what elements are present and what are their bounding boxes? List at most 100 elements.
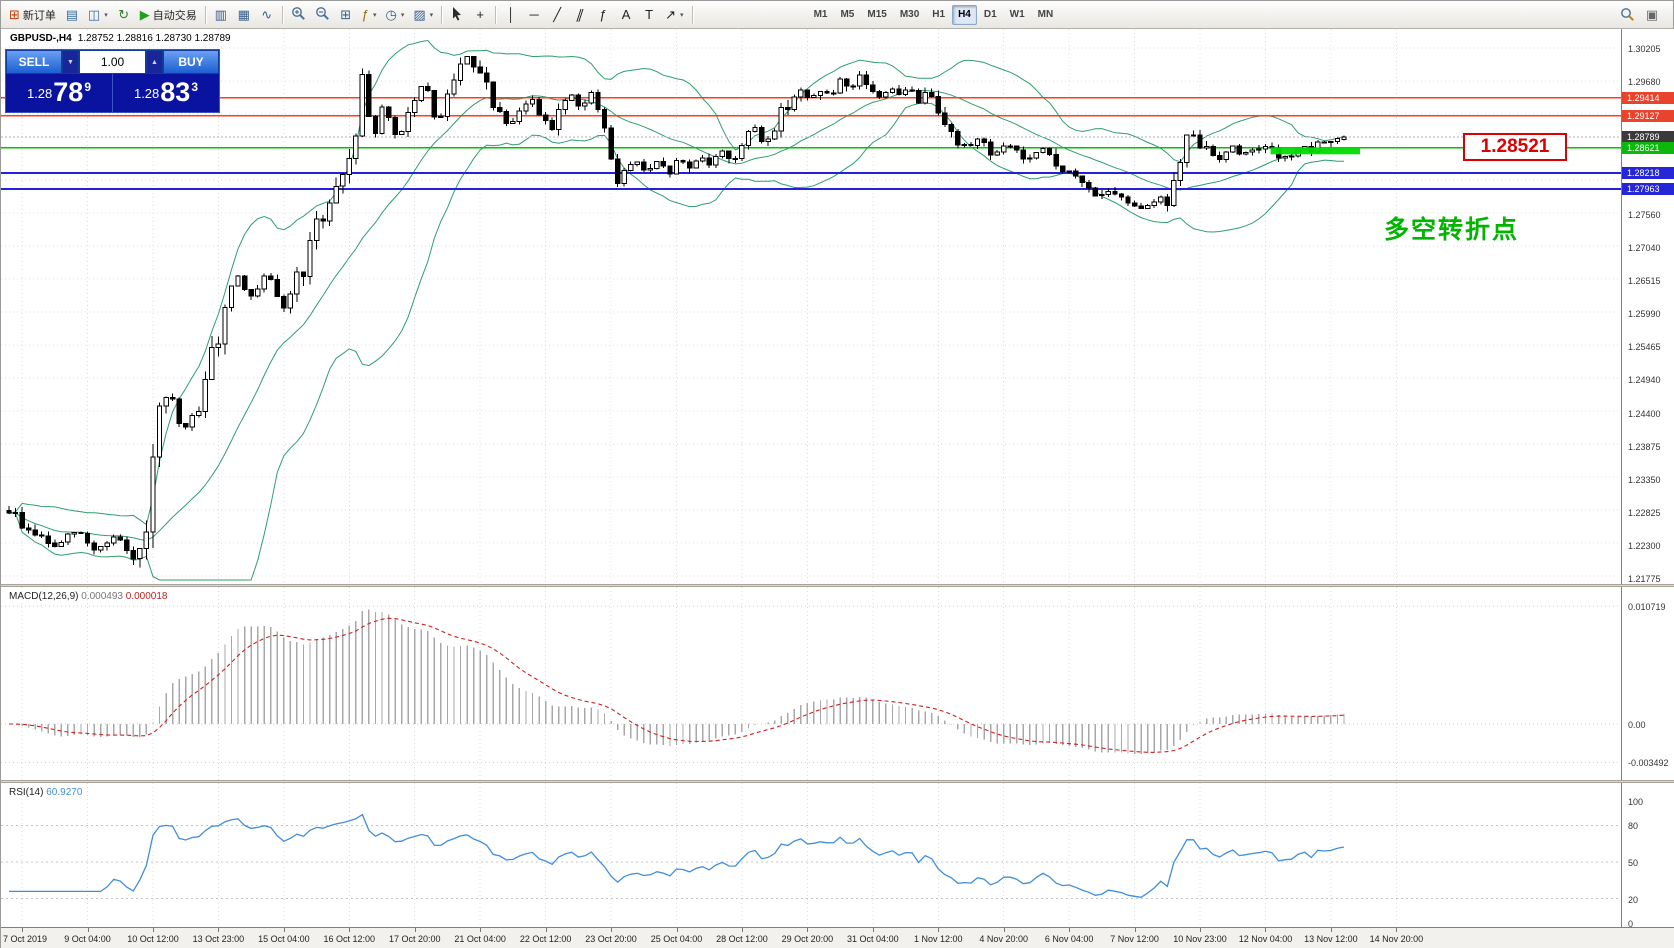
time-tick-mark <box>611 928 613 932</box>
chart-line-button[interactable]: ∿ <box>256 4 278 26</box>
macd-canvas[interactable] <box>1 587 1621 780</box>
panel-splitter-rsi[interactable] <box>1 780 1674 783</box>
chart-candles-icon: ▦ <box>237 7 250 22</box>
buy-price-frac: 3 <box>191 80 199 94</box>
time-tick-mark <box>480 928 482 932</box>
price-tick: 1.27040 <box>1628 242 1661 253</box>
search-button[interactable] <box>1616 4 1639 26</box>
vertical-line-button[interactable]: │ <box>500 4 522 26</box>
price-level-badge: 1.28621 <box>1622 141 1674 154</box>
volume-input[interactable]: 1.00 <box>79 50 146 74</box>
price-tick: 1.23875 <box>1628 441 1661 452</box>
time-tick-mark <box>1200 928 1202 932</box>
indicators-button[interactable]: ƒ ▾ <box>358 4 381 26</box>
price-tick: 1.24940 <box>1628 375 1661 385</box>
timeframe-h4-button[interactable]: H4 <box>952 4 977 25</box>
periods-button[interactable]: ◷ ▾ <box>381 4 408 26</box>
tile-windows-button[interactable]: ⊞ <box>335 4 357 26</box>
timeframe-w1-button[interactable]: W1 <box>1009 9 1025 20</box>
caret-icon: ▾ <box>400 11 405 19</box>
caret-icon: ▾ <box>429 11 434 19</box>
equidistant-channel-icon: ∥ <box>574 7 586 22</box>
price-chart-canvas[interactable] <box>1 29 1621 584</box>
time-tick-mark <box>807 928 809 932</box>
profiles-button[interactable]: ◫ ▾ <box>84 4 112 26</box>
macd-signal-value: 0.000018 <box>125 591 168 602</box>
text-label-button[interactable]: T <box>638 4 660 26</box>
charts-icon: ▤ <box>65 7 79 22</box>
timeframe-h1-button[interactable]: H1 <box>932 9 946 20</box>
time-tick-mark <box>414 928 416 932</box>
chart-bars-button[interactable]: ▥ <box>210 4 232 26</box>
macd-name: MACD(12,26,9) <box>9 591 79 602</box>
time-tick-mark <box>152 928 154 932</box>
new-order-button[interactable]: ⊞ 新订单 <box>5 4 60 26</box>
time-tick: 7 Nov 12:00 <box>1110 934 1159 944</box>
text-label-icon: T <box>645 7 654 22</box>
time-tick-mark <box>349 928 351 932</box>
timeframe-mn-button[interactable]: MN <box>1037 9 1054 20</box>
windows-button[interactable]: ▣ <box>1645 6 1659 22</box>
text-button[interactable]: A <box>615 4 637 26</box>
arrows-button[interactable]: ↗ ▾ <box>661 4 687 26</box>
timeframe-m1-button[interactable]: M1 <box>813 9 828 20</box>
timeframe-m5-button[interactable]: M5 <box>840 9 855 20</box>
price-tick: 1.22825 <box>1628 507 1661 518</box>
fibonacci-button[interactable]: ƒ <box>592 4 614 26</box>
time-tick: 10 Oct 12:00 <box>127 934 179 944</box>
timeframe-m30-button[interactable]: M30 <box>899 9 920 20</box>
crosshair-button[interactable]: + <box>469 4 491 26</box>
rsi-tick: 80 <box>1628 821 1639 832</box>
time-tick-mark <box>872 928 874 932</box>
price-axis[interactable]: 1.30205 1.29680 1.27560 1.27040 1.26515 1.259… <box>1621 29 1674 929</box>
toolbar-separator <box>691 5 693 24</box>
rsi-tick: 0 <box>1628 919 1634 929</box>
buy-price-prefix: 1.28 <box>133 86 160 101</box>
zoom-out-button[interactable] <box>311 4 334 26</box>
trendline-button[interactable]: ╱ <box>546 4 568 26</box>
volume-decrease-button[interactable]: ▼ <box>62 50 79 74</box>
ohlc-values: 1.28752 1.28816 1.28730 1.28789 <box>77 33 231 44</box>
panel-splitter-macd[interactable] <box>1 584 1674 587</box>
crosshair-icon: + <box>476 7 484 22</box>
time-tick-mark <box>938 928 940 932</box>
time-tick-mark <box>1069 928 1071 932</box>
sell-price-display[interactable]: 1.28 78 9 <box>6 74 112 112</box>
price-chart-panel <box>1 29 1621 584</box>
refresh-button[interactable]: ↻ <box>113 4 135 26</box>
text-icon: A <box>621 7 631 22</box>
trendline-icon: ╱ <box>553 7 562 22</box>
timeframe-m15-button[interactable]: M15 <box>867 9 887 20</box>
horizontal-line-button[interactable]: ─ <box>523 4 545 26</box>
sell-price-prefix: 1.28 <box>26 86 53 101</box>
zoom-in-button[interactable] <box>287 4 310 26</box>
price-tick: 1.27560 <box>1628 210 1661 221</box>
templates-button[interactable]: ▨ ▾ <box>409 4 437 26</box>
time-tick: 23 Oct 20:00 <box>585 934 637 944</box>
equidistant-channel-button[interactable]: ∥ <box>569 4 591 26</box>
rsi-tick: 100 <box>1628 797 1644 807</box>
zoom-out-icon <box>315 6 330 24</box>
buy-price-pips: 83 <box>160 77 191 107</box>
sell-button[interactable]: SELL <box>6 50 62 74</box>
time-tick: 6 Nov 04:00 <box>1044 934 1094 944</box>
time-tick: 16 Oct 12:00 <box>323 934 376 944</box>
rsi-tick: 50 <box>1628 858 1639 868</box>
time-tick: 13 Nov 12:00 <box>1304 934 1358 944</box>
buy-button[interactable]: BUY <box>163 50 219 74</box>
rsi-canvas[interactable] <box>1 783 1621 927</box>
toolbar-right-group: ▣ <box>1616 4 1669 26</box>
autotrade-button[interactable]: ▶ 自动交易 <box>136 4 201 26</box>
zoom-in-icon <box>291 6 306 24</box>
volume-increase-button[interactable]: ▲ <box>146 50 163 74</box>
rsi-value: 60.9270 <box>46 787 83 798</box>
time-tick-mark <box>1330 928 1332 932</box>
time-axis[interactable]: 7 Oct 2019 9 Oct 04:00 10 Oct 12:00 13 Oct … <box>1 927 1674 948</box>
charts-button[interactable]: ▤ <box>61 4 83 26</box>
buy-price-display[interactable]: 1.28 83 3 <box>113 74 219 112</box>
cursor-button[interactable] <box>446 4 468 26</box>
timeframe-d1-button[interactable]: D1 <box>983 9 997 20</box>
new-order-label: 新订单 <box>22 9 56 22</box>
chart-candles-button[interactable]: ▦ <box>233 4 255 26</box>
